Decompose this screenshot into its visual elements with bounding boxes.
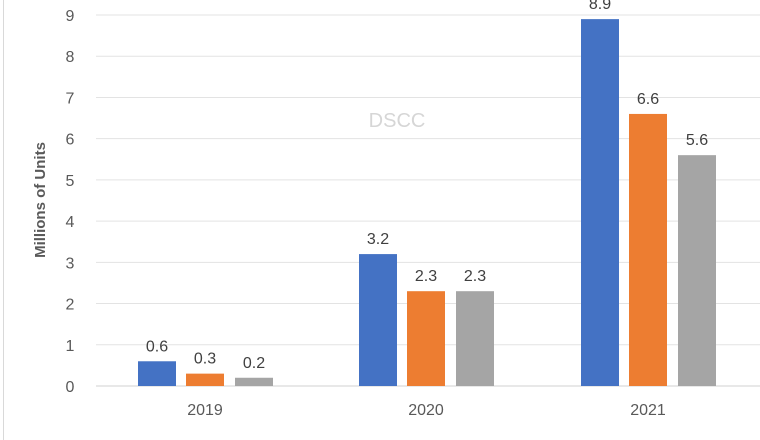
y-tick-label: 4 <box>66 214 75 231</box>
y-tick-label: 8 <box>66 49 75 66</box>
x-tick-label: 2019 <box>187 402 223 419</box>
x-tick-label: 2021 <box>630 402 666 419</box>
bar <box>629 113 667 386</box>
y-tick-label: 5 <box>66 173 75 190</box>
y-tick-labels: 0 1 2 3 4 5 6 7 8 9 <box>66 8 75 396</box>
data-label: 6.6 <box>637 91 659 108</box>
chart-border <box>3 0 4 440</box>
y-tick-label: 6 <box>66 132 75 149</box>
data-labels: 0.6 0.3 0.2 3.2 2.3 2.3 8.9 6.6 5.6 <box>146 0 708 372</box>
bar <box>138 361 176 386</box>
y-tick-label: 2 <box>66 297 75 314</box>
bar <box>359 254 397 386</box>
watermark: DSCC <box>369 110 426 132</box>
data-label: 0.3 <box>194 351 216 368</box>
bar <box>186 373 224 386</box>
bar <box>678 155 716 386</box>
y-tick-label: 7 <box>66 90 75 107</box>
data-label: 2.3 <box>464 268 486 285</box>
bar <box>456 291 494 386</box>
x-tick-labels: 2019 2020 2021 <box>187 402 666 419</box>
data-label: 3.2 <box>367 231 389 248</box>
y-tick-label: 0 <box>66 379 75 396</box>
y-tick-label: 9 <box>66 8 75 25</box>
bar <box>407 291 445 386</box>
data-label: 0.2 <box>243 355 265 372</box>
y-tick-label: 1 <box>66 338 75 355</box>
y-tick-label: 3 <box>66 255 75 272</box>
bars <box>138 19 716 386</box>
bar <box>581 19 619 386</box>
y-axis-label: Millions of Units <box>32 142 49 258</box>
data-label: 2.3 <box>415 268 437 285</box>
data-label: 0.6 <box>146 338 168 355</box>
data-label: 8.9 <box>589 0 611 13</box>
data-label: 5.6 <box>686 132 708 149</box>
bar <box>235 377 273 386</box>
x-tick-label: 2020 <box>408 402 444 419</box>
